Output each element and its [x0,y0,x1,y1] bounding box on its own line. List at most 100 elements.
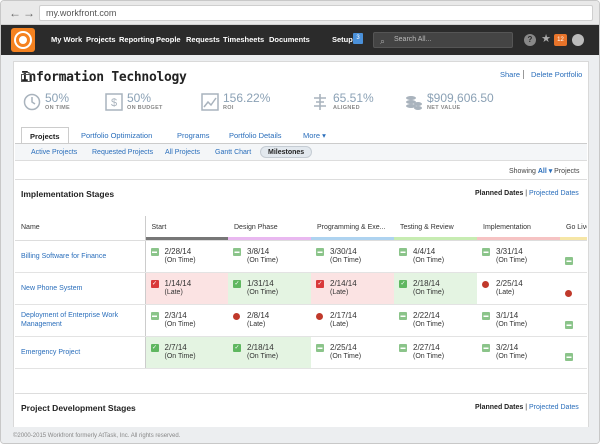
milestone-cell[interactable]: ▬ [560,304,587,337]
phase-color-bar [228,236,311,239]
delete-portfolio-link[interactable]: Delete Portfolio [531,70,583,79]
milestone-cell[interactable]: ✓ 2/18/14 (On Time) [394,272,477,305]
milestone-date: 4/4/14 [413,247,436,256]
milestone-cell[interactable]: ▬ 3/31/14 (On Time) [477,240,560,273]
milestone-status: (On Time) [247,257,279,264]
milestone-status: (On Time) [413,257,445,264]
showing-filter[interactable]: Showing All ▾ Projects [509,168,580,175]
browser-chrome: ← → my.workfront.com [1,1,599,25]
subtab-all-projects[interactable]: All Projects [165,149,201,156]
top-navigation: My Work Projects Reporting People Reques… [1,25,599,55]
milestone-cell[interactable]: ▬ 4/4/14 (On Time) [394,240,477,273]
pending-icon: ▬ [316,248,324,256]
milestone-date: 2/28/14 [164,247,192,256]
milestone-date: 2/27/14 [413,343,440,352]
nav-timesheets[interactable]: Timesheets [223,35,265,44]
pending-icon: ▬ [482,344,490,352]
subtab-milestones[interactable]: Milestones [260,146,313,158]
subtab-requested-projects[interactable]: Requested Projects [92,149,154,156]
milestone-cell[interactable]: ▬ 2/25/14 (On Time) [311,336,394,369]
milestone-cell[interactable]: ✓ 1/31/14 (On Time) [228,272,311,305]
column-header[interactable]: Design Phase [228,216,311,241]
nav-my-work[interactable]: My Work [51,35,83,44]
milestone-cell[interactable]: ▬ 2/28/14 (On Time) [145,240,228,273]
pending-icon: ▬ [233,248,241,256]
milestone-cell[interactable]: 2/17/14 (Late) [311,304,394,337]
column-header[interactable]: Go Live! [560,216,587,241]
column-header[interactable]: Name [15,216,145,241]
search-input[interactable]: ⌕ Search All... [373,32,513,48]
nav-setup[interactable]: Setup [332,35,353,44]
nav-people[interactable]: People [156,35,181,44]
complete-late-icon: ✓ [150,280,159,288]
dollar-icon: $ [105,93,123,111]
forward-icon[interactable]: → [23,6,35,20]
phase-color-bar [146,236,228,239]
column-header[interactable]: Programming & Exe... [311,216,394,241]
milestone-status: (On Time) [496,321,528,328]
milestone-cell[interactable] [560,272,587,305]
notification-badge[interactable]: 12 [554,34,567,46]
project-name-link[interactable]: Emergency Project [15,336,146,369]
subtab-active-projects[interactable]: Active Projects [31,149,78,156]
subtab-gantt-chart[interactable]: Gantt Chart [215,149,252,156]
tab-projects[interactable]: Projects [21,127,69,144]
tab-portfolio-details[interactable]: Portfolio Details [229,131,282,140]
phase-color-bar [560,236,587,239]
milestone-status: (On Time) [413,321,445,328]
milestone-cell[interactable]: 2/25/14 (Late) [477,272,560,305]
projected-dates-link-2[interactable]: Projected Dates [528,404,579,411]
milestone-cell[interactable]: ▬ 2/27/14 (On Time) [394,336,477,369]
milestone-cell[interactable]: ▬ [560,240,587,273]
column-header[interactable]: Testing & Review [394,216,477,241]
milestone-cell[interactable]: ▬ [560,336,587,369]
table-row: Emergency Project ✓ 2/7/14 (On Time) ✓ 2/18/1… [15,336,587,369]
back-icon[interactable]: ← [9,6,21,20]
milestone-date: 3/8/14 [247,247,270,256]
late-dot-icon [233,313,240,320]
milestone-status: (Late) [330,321,349,328]
nav-reporting[interactable]: Reporting [119,35,155,44]
projected-dates-link[interactable]: Projected Dates [528,190,579,197]
tab-portfolio-optimization[interactable]: Portfolio Optimization [81,131,153,140]
url-bar[interactable]: my.workfront.com [39,5,593,21]
milestone-date: 1/31/14 [247,279,274,288]
star-icon[interactable]: ★ [541,33,551,45]
late-dot-icon [482,281,489,288]
pending-icon: ▬ [482,248,490,256]
nav-requests[interactable]: Requests [186,35,220,44]
milestone-cell[interactable]: ✓ 2/14/14 (Late) [311,272,394,305]
project-name-link[interactable]: Deployment of Enterprise Work Management [15,304,146,337]
setup-badge: 3 [353,33,363,44]
workfront-logo-icon[interactable] [11,28,35,52]
milestone-cell[interactable]: ▬ 3/2/14 (On Time) [477,336,560,369]
user-avatar-icon[interactable] [572,34,584,46]
help-icon[interactable]: ? [524,34,536,46]
planned-dates-link[interactable]: Planned Dates [475,190,524,197]
nav-documents[interactable]: Documents [269,35,310,44]
milestone-cell[interactable]: ✓ 2/18/14 (On Time) [228,336,311,369]
tab-more[interactable]: More ▾ [303,131,326,140]
project-name-link[interactable]: Billing Software for Finance [15,240,146,273]
milestone-cell[interactable]: ▬ 3/1/14 (On Time) [477,304,560,337]
milestones-table: Name Start Design Phase Programming & Exe..… [15,216,587,369]
milestone-cell[interactable]: ✓ 1/14/14 (Late) [145,272,228,305]
milestone-cell[interactable]: ▬ 3/30/14 (On Time) [311,240,394,273]
milestone-date: 3/31/14 [496,247,523,256]
planned-dates-link-2[interactable]: Planned Dates [475,404,524,411]
milestone-date: 3/1/14 [496,311,519,320]
project-name-link[interactable]: New Phone System [15,272,146,305]
milestone-cell[interactable]: ▬ 2/22/14 (On Time) [394,304,477,337]
milestone-cell[interactable]: 2/8/14 (Late) [228,304,311,337]
column-header[interactable]: Implementation [477,216,560,241]
milestone-cell[interactable]: ▬ 3/8/14 (On Time) [228,240,311,273]
align-icon [314,94,326,110]
milestone-status: (Late) [247,321,266,328]
column-header[interactable]: Start [144,216,228,241]
tab-programs[interactable]: Programs [177,131,210,140]
share-link[interactable]: Share [500,70,521,79]
portfolio-icon [21,72,32,82]
milestone-cell[interactable]: ▬ 2/3/14 (On Time) [145,304,228,337]
nav-projects[interactable]: Projects [86,35,116,44]
milestone-cell[interactable]: ✓ 2/7/14 (On Time) [145,336,228,369]
